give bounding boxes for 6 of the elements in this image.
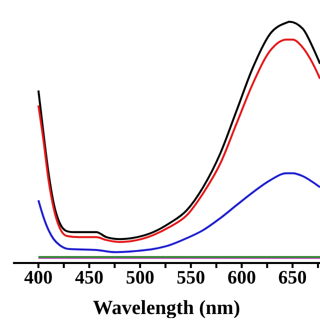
x-tick-label: 600 (227, 267, 256, 288)
x-tick-label: 550 (176, 267, 206, 288)
x-tick-label: 400 (24, 267, 53, 288)
x-tick-label: 650 (278, 267, 307, 288)
x-tick-label: 500 (126, 267, 154, 288)
x-tick-label: 450 (74, 267, 104, 288)
